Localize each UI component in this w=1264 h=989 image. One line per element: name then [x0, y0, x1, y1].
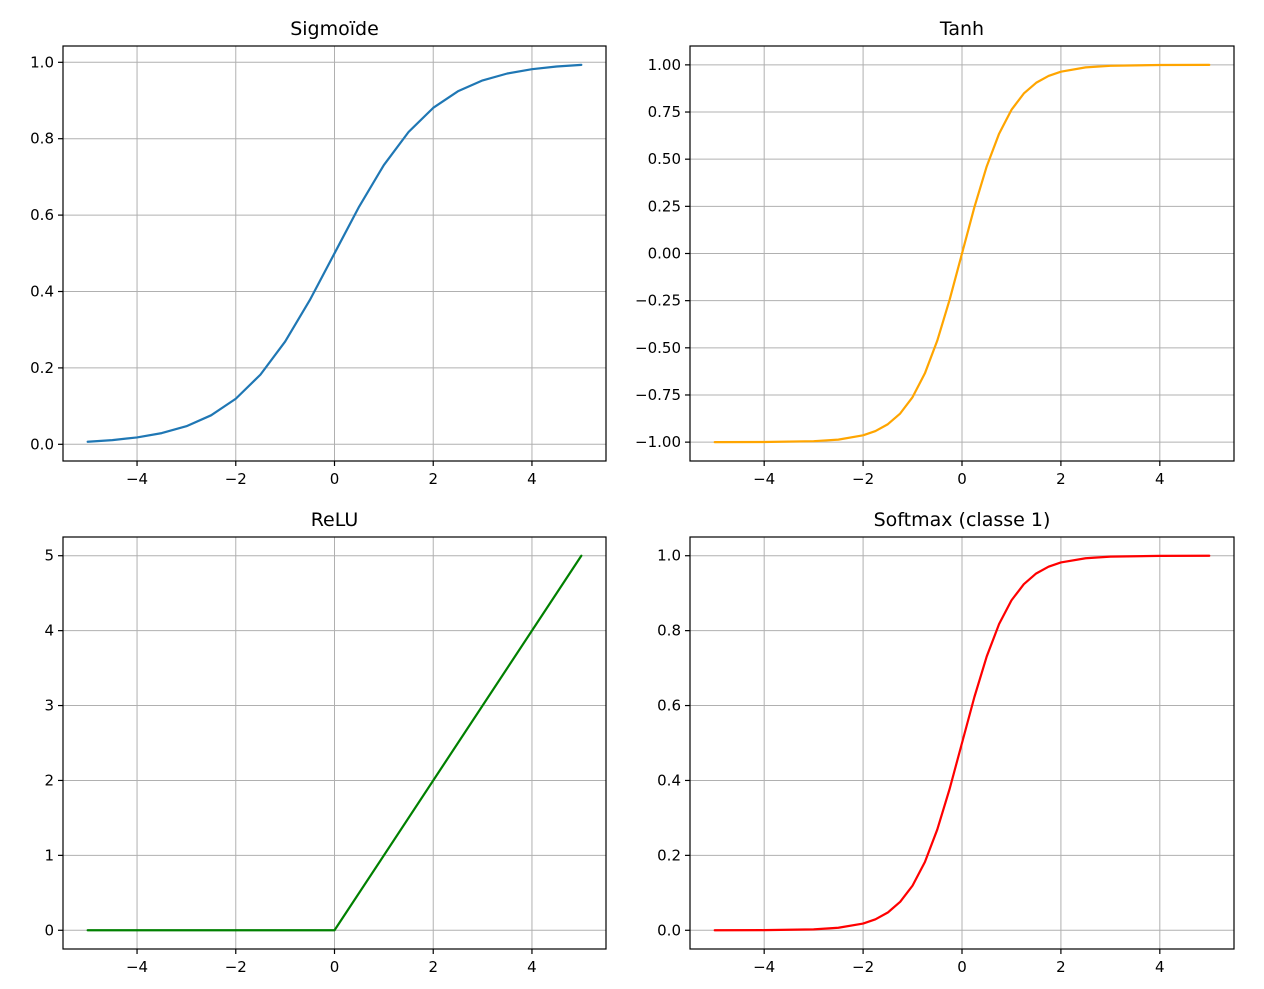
relu-xtick-label-3: 2 — [428, 958, 438, 976]
sigmoid-curve — [86, 63, 583, 443]
sigmoid-chart: −4 −2 0 2 4 0.0 0.2 0.4 0.6 0.8 1.0 Sigmoïde — [30, 18, 607, 488]
tanh-ytick-label-6: 0.50 — [648, 150, 681, 168]
relu-chart: −4 −2 0 2 4 0 1 2 3 4 5 ReLU — [44, 509, 607, 976]
relu-xtick-label-4: 4 — [527, 958, 537, 976]
relu-ytick-label-1: 1 — [44, 846, 54, 864]
relu-xtick-label-0: −4 — [126, 958, 148, 976]
tanh-ytick-label-8: 1.00 — [648, 56, 681, 74]
relu-chart-title: ReLU — [311, 509, 359, 531]
sigmoid-ytick-label-5: 1.0 — [30, 53, 54, 71]
relu-ytick-label-5: 5 — [44, 547, 54, 565]
sigmoid-xtick-label-1: −2 — [225, 470, 247, 488]
softmax-ytick-label-4: 0.8 — [657, 622, 681, 640]
tanh-ytick-label-1: −0.75 — [635, 386, 681, 404]
softmax-xtick-label-3: 2 — [1056, 958, 1066, 976]
softmax-chart: −4 −2 0 2 4 0.0 0.2 0.4 0.6 0.8 1.0 Softmax (classe… — [657, 509, 1235, 976]
tanh-xtick-label-0: −4 — [753, 470, 775, 488]
sigmoid-ytick-label-1: 0.2 — [30, 359, 54, 377]
relu-ytick-label-4: 4 — [44, 622, 54, 640]
tanh-ytick-label-3: −0.25 — [635, 292, 681, 310]
relu-curve — [86, 554, 583, 932]
sigmoid-chart-title: Sigmoïde — [290, 18, 379, 40]
relu-ytick-label-0: 0 — [44, 921, 54, 939]
tanh-ytick-label-4: 0.00 — [648, 245, 681, 263]
softmax-chart-title: Softmax (classe 1) — [874, 509, 1051, 531]
relu-ytick-label-2: 2 — [44, 771, 54, 789]
relu-ytick-label-3: 3 — [44, 697, 54, 715]
softmax-ytick-label-1: 0.2 — [657, 846, 681, 864]
tanh-chart: −4 −2 0 2 4 −1.00 −0.75 −0.50 −0.25 0.00 0.25 0.50 0… — [635, 18, 1235, 488]
softmax-xtick-label-4: 4 — [1155, 958, 1165, 976]
softmax-xtick-label-0: −4 — [753, 958, 775, 976]
sigmoid-xtick-label-0: −4 — [126, 470, 148, 488]
tanh-xtick-label-1: −2 — [852, 470, 874, 488]
tanh-xtick-label-4: 4 — [1155, 470, 1165, 488]
relu-xtick-label-1: −2 — [225, 958, 247, 976]
tanh-ytick-label-2: −0.50 — [635, 339, 681, 357]
softmax-ytick-label-2: 0.4 — [657, 771, 681, 789]
softmax-ytick-label-3: 0.6 — [657, 697, 681, 715]
tanh-curve — [713, 63, 1211, 444]
softmax-xtick-label-1: −2 — [852, 958, 874, 976]
sigmoid-xtick-label-4: 4 — [527, 470, 537, 488]
sigmoid-xtick-label-2: 0 — [330, 470, 340, 488]
softmax-ytick-label-5: 1.0 — [657, 547, 681, 565]
tanh-ytick-label-0: −1.00 — [635, 433, 681, 451]
tanh-xtick-label-3: 2 — [1056, 470, 1066, 488]
sigmoid-ytick-label-3: 0.6 — [30, 206, 54, 224]
softmax-ytick-label-0: 0.0 — [657, 921, 681, 939]
sigmoid-ytick-label-2: 0.4 — [30, 283, 54, 301]
relu-xtick-label-2: 0 — [330, 958, 340, 976]
sigmoid-xtick-label-3: 2 — [428, 470, 438, 488]
tanh-xtick-label-2: 0 — [957, 470, 967, 488]
tanh-chart-title: Tanh — [939, 18, 984, 40]
softmax-xtick-label-2: 0 — [957, 958, 967, 976]
tanh-ytick-label-5: 0.25 — [648, 197, 681, 215]
sigmoid-ytick-label-4: 0.8 — [30, 130, 54, 148]
sigmoid-ytick-label-0: 0.0 — [30, 435, 54, 453]
tanh-ytick-label-7: 0.75 — [648, 103, 681, 121]
softmax-curve — [713, 554, 1211, 932]
